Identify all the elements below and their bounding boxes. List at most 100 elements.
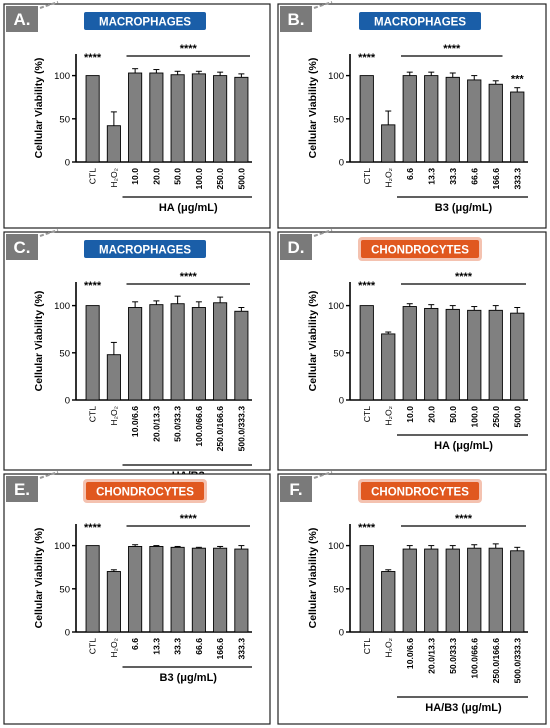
category-label: 500.0/333.3: [512, 638, 522, 684]
bar-4: [445, 76, 460, 163]
bar-3: [424, 548, 439, 633]
category-label: CTL: [362, 638, 372, 654]
y-tick-label: 0: [65, 628, 70, 639]
category-label: 500.0: [236, 168, 246, 190]
category-label: CTL: [362, 406, 372, 422]
bar-0: [359, 305, 374, 401]
bar-1: [106, 125, 121, 163]
category-label: 250.0: [215, 168, 225, 190]
category-label: CTL: [88, 406, 98, 422]
cell-type-label: MACROPHAGES: [99, 245, 191, 257]
category-label: 50.0: [173, 168, 183, 185]
y-axis-label: Cellular Viability (%): [307, 58, 319, 159]
category-label: H₂O₂: [109, 406, 119, 426]
extra-significance: ***: [511, 74, 525, 86]
y-tick-label: 0: [65, 158, 70, 169]
panel-label: C.: [14, 238, 31, 257]
bar-6: [488, 309, 503, 401]
category-label: 100.0/66.6: [469, 638, 479, 679]
bar-5: [467, 79, 482, 163]
y-tick-label: 50: [59, 348, 70, 359]
group-significance: ****: [443, 43, 461, 55]
y-tick-label: 50: [59, 114, 70, 125]
bar-5: [191, 73, 206, 163]
category-label: 6.6: [405, 168, 415, 180]
panel-label: F.: [289, 480, 302, 499]
cell-type-badge: [359, 12, 481, 30]
bar-4: [170, 546, 185, 633]
bar-4: [445, 548, 460, 633]
bar-2: [128, 307, 143, 401]
category-label: 50.0/33.3: [448, 638, 458, 674]
bar-5: [191, 547, 206, 633]
category-label: 10.0/6.6: [405, 638, 415, 669]
panel-label-accent: [313, 1, 333, 9]
category-label: 166.6: [491, 168, 501, 190]
group-significance: ****: [180, 43, 198, 55]
panel-label-accent: [39, 471, 59, 479]
category-label: H₂O₂: [383, 638, 393, 658]
category-label: 20.0/13.3: [151, 406, 161, 442]
category-label: 100.0: [194, 168, 204, 190]
bar-0: [85, 305, 100, 401]
cell-type-badge: [361, 240, 479, 258]
bar-0: [359, 75, 374, 163]
bar-7: [234, 76, 249, 163]
category-label: 10.0: [405, 406, 415, 423]
y-axis-label: Cellular Viability (%): [33, 291, 45, 392]
chart-panel-c: C. MACROPHAGES 0 50 100 Cellular Viability (%…: [3, 229, 271, 482]
chart-panel-b: B. MACROPHAGES 0 50 100 Cellular Viability (%…: [277, 1, 547, 229]
cell-type-badge: [84, 12, 206, 30]
y-axis-label: Cellular Viability (%): [33, 58, 45, 159]
bar-1: [381, 571, 396, 633]
cell-type-badge: [361, 482, 479, 500]
y-tick-label: 100: [54, 541, 70, 552]
category-label: 250.0/166.6: [215, 406, 225, 452]
ctl-significance: ****: [84, 280, 102, 292]
y-tick-label: 50: [333, 584, 344, 595]
category-label: H₂O₂: [383, 406, 393, 426]
y-tick-label: 0: [65, 396, 70, 407]
bar-1: [106, 571, 121, 633]
panel-label-box: [280, 6, 312, 32]
category-label: 500.0: [512, 406, 522, 428]
bar-6: [213, 75, 228, 163]
panel-label-box: [6, 6, 38, 32]
x-axis-label: HA/B3 (μg/mL): [425, 702, 502, 714]
ctl-significance: ****: [358, 52, 376, 64]
panel-label-box: [6, 234, 38, 260]
y-tick-label: 0: [339, 396, 344, 407]
y-tick-label: 50: [59, 584, 70, 595]
y-tick-label: 100: [328, 301, 344, 312]
bar-6: [213, 302, 228, 401]
panel-label: A.: [14, 10, 31, 29]
bar-7: [510, 312, 525, 401]
cell-type-label: MACROPHAGES: [374, 17, 466, 29]
category-label: 333.3: [512, 168, 522, 190]
category-label: 166.6: [215, 638, 225, 660]
panel-label-box: [280, 234, 312, 260]
x-axis-label: B3 (μg/mL): [160, 672, 218, 684]
bar-1: [106, 354, 121, 401]
category-label: H₂O₂: [383, 168, 393, 188]
bar-5: [467, 309, 482, 401]
category-label: 333.3: [236, 638, 246, 660]
category-label: 10.0: [130, 168, 140, 185]
bar-3: [149, 546, 164, 633]
category-label: 20.0/13.3: [426, 638, 436, 674]
category-label: 66.6: [194, 638, 204, 655]
ctl-significance: ****: [84, 52, 102, 64]
category-label: H₂O₂: [109, 638, 119, 658]
category-label: 250.0: [491, 406, 501, 428]
y-tick-label: 100: [54, 301, 70, 312]
bar-4: [445, 308, 460, 401]
category-label: 6.6: [130, 638, 140, 650]
category-label: CTL: [362, 168, 372, 184]
panel-label: D.: [288, 238, 305, 257]
ctl-significance: ****: [358, 522, 376, 534]
x-axis-label: B3 (μg/mL): [435, 202, 493, 214]
cell-type-label: CHONDROCYTES: [96, 487, 194, 499]
panel-label-accent: [39, 1, 59, 9]
y-axis-label: Cellular Viability (%): [33, 528, 45, 629]
